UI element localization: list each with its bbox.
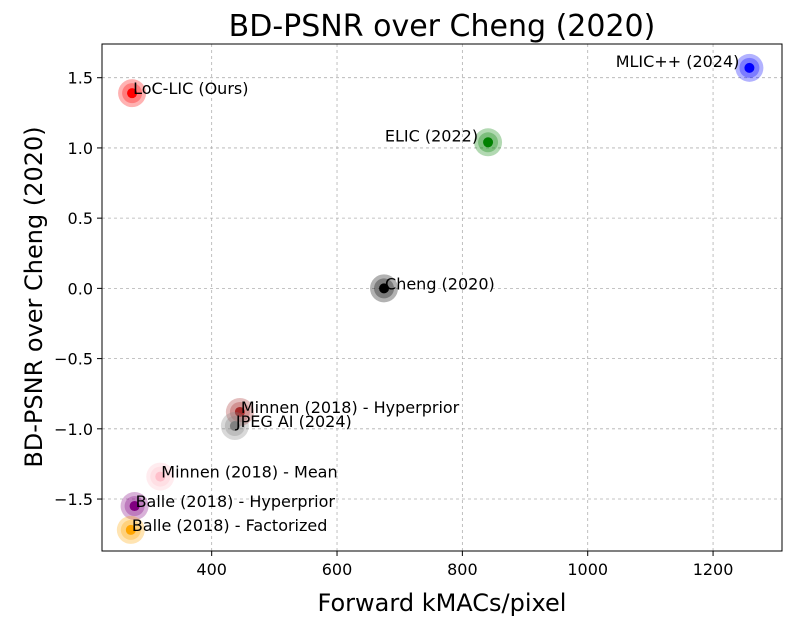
grid-lines	[102, 44, 782, 551]
x-tick-label: 600	[322, 560, 353, 579]
point-marker	[483, 137, 494, 148]
data-point: Balle (2018) - Hyperprior	[120, 492, 336, 521]
x-axis-title: Forward kMACs/pixel	[318, 589, 567, 617]
point-marker	[379, 283, 390, 294]
chart-title: BD-PSNR over Cheng (2020)	[229, 9, 656, 44]
point-label: ELIC (2022)	[385, 126, 478, 145]
point-label: JPEG AI (2024)	[235, 412, 352, 431]
y-tick-label: 0.0	[68, 279, 93, 298]
x-tick-label: 1200	[693, 560, 734, 579]
x-tick-label: 1000	[567, 560, 608, 579]
point-label: Balle (2018) - Factorized	[132, 516, 328, 535]
y-tick-label: −1.5	[54, 490, 93, 509]
point-marker	[155, 471, 166, 482]
point-marker	[229, 421, 240, 432]
point-marker	[129, 501, 140, 512]
point-marker	[125, 524, 136, 535]
point-marker	[234, 406, 245, 417]
data-point: JPEG AI (2024)	[220, 412, 352, 441]
data-points: LoC-LIC (Ours) MLIC++ (2024) ELIC (2022) Ch…	[116, 52, 764, 544]
point-marker	[744, 62, 755, 73]
y-tick-label: 0.5	[68, 209, 93, 228]
axis-ticks: 400 600 800 1000 1200 1.5 1.0 0.5 0.0 −0.5 −1.0 −1.…	[54, 69, 733, 579]
point-label: Balle (2018) - Hyperprior	[136, 492, 336, 511]
data-point: LoC-LIC (Ours)	[118, 79, 248, 108]
data-point: Minnen (2018) - Hyperprior	[225, 397, 460, 426]
point-label: MLIC++ (2024)	[616, 52, 740, 71]
point-label: Cheng (2020)	[385, 274, 495, 293]
y-tick-label: −0.5	[54, 350, 93, 369]
point-marker	[127, 88, 138, 99]
y-tick-label: −1.0	[54, 420, 93, 439]
y-tick-label: 1.5	[68, 69, 93, 88]
y-axis-title: BD-PSNR over Cheng (2020)	[20, 126, 48, 467]
y-tick-label: 1.0	[68, 139, 93, 158]
point-label: Minnen (2018) - Hyperprior	[241, 398, 460, 417]
point-label: Minnen (2018) - Mean	[161, 463, 337, 482]
point-label: LoC-LIC (Ours)	[133, 79, 248, 98]
plot-area-frame	[101, 43, 783, 552]
data-point: Cheng (2020)	[370, 274, 495, 303]
data-point: ELIC (2022)	[385, 126, 503, 157]
data-point: MLIC++ (2024)	[616, 52, 764, 82]
x-tick-label: 400	[196, 560, 227, 579]
data-point: Balle (2018) - Factorized	[116, 515, 328, 544]
x-tick-label: 800	[447, 560, 478, 579]
data-point: Minnen (2018) - Mean	[146, 462, 338, 491]
